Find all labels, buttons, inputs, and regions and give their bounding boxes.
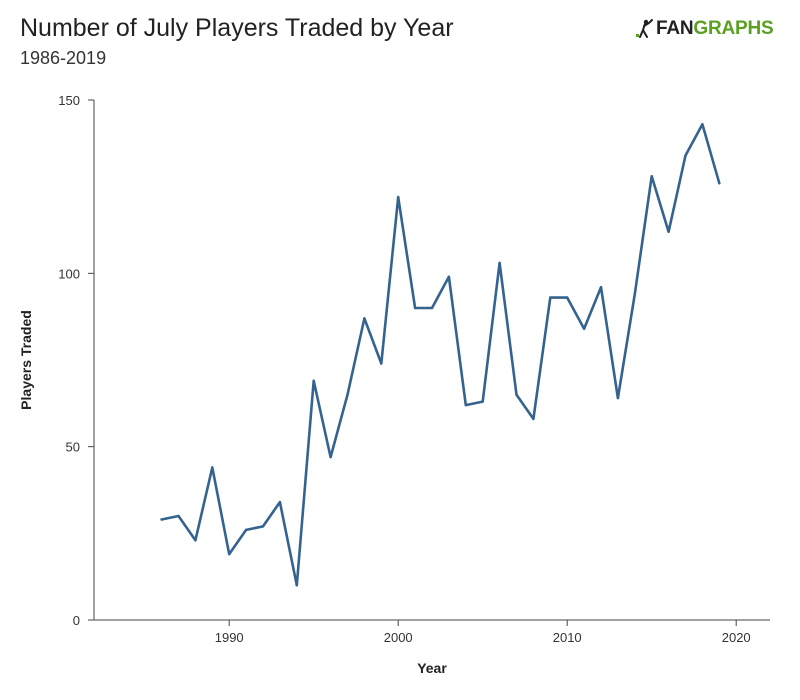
data-point — [312, 379, 315, 382]
logo-text-graphs: GRAPHS — [693, 18, 774, 39]
axes — [93, 100, 770, 621]
data-point — [363, 317, 366, 320]
tick-labels: 0 50 100 150 1990 2000 2010 2020 — [58, 93, 750, 645]
y-tick-label: 0 — [73, 613, 80, 628]
data-point — [481, 400, 484, 403]
series-line — [160, 123, 721, 587]
batter-icon — [636, 19, 653, 38]
data-point — [211, 466, 214, 469]
data-point — [447, 275, 451, 278]
x-tick-label: 2000 — [384, 630, 413, 645]
chart-title: Number of July Players Traded by Year — [20, 14, 454, 42]
data-point — [718, 182, 721, 185]
data-point — [397, 195, 400, 199]
data-point — [684, 154, 687, 157]
data-point — [380, 362, 383, 365]
data-point — [413, 306, 417, 310]
data-point — [616, 396, 620, 400]
y-axis-title: Players Traded — [18, 310, 34, 410]
data-point — [498, 261, 501, 265]
data-point — [194, 539, 197, 542]
data-point — [278, 500, 282, 504]
data-point — [228, 552, 231, 556]
data-point — [667, 230, 670, 233]
y-tick-label: 50 — [66, 440, 80, 455]
series-group — [160, 123, 721, 587]
chart-subtitle: 1986-2019 — [20, 48, 107, 68]
data-point — [464, 403, 467, 407]
y-tick-label: 100 — [58, 266, 80, 281]
data-point — [244, 528, 248, 532]
data-point — [566, 296, 569, 299]
x-tick-label: 2020 — [722, 630, 751, 645]
logo-text-fan: FAN — [656, 18, 694, 39]
data-point — [549, 296, 552, 299]
data-point — [261, 525, 265, 528]
data-point — [599, 286, 603, 289]
data-point — [582, 327, 586, 330]
data-point — [295, 584, 298, 587]
data-point — [701, 123, 704, 126]
data-point — [430, 306, 434, 310]
y-tick-label: 150 — [58, 93, 80, 108]
data-point — [160, 518, 163, 521]
fangraphs-logo: FAN GRAPHS — [636, 18, 774, 40]
data-point — [633, 292, 636, 296]
x-tick-label: 1990 — [215, 630, 244, 645]
x-tick-label: 2010 — [553, 630, 582, 645]
data-point — [346, 393, 349, 396]
x-axis-title: Year — [417, 660, 447, 676]
data-point — [177, 514, 180, 518]
data-point — [532, 417, 535, 421]
data-point — [329, 455, 332, 459]
data-point — [515, 393, 518, 396]
data-point — [650, 175, 653, 178]
